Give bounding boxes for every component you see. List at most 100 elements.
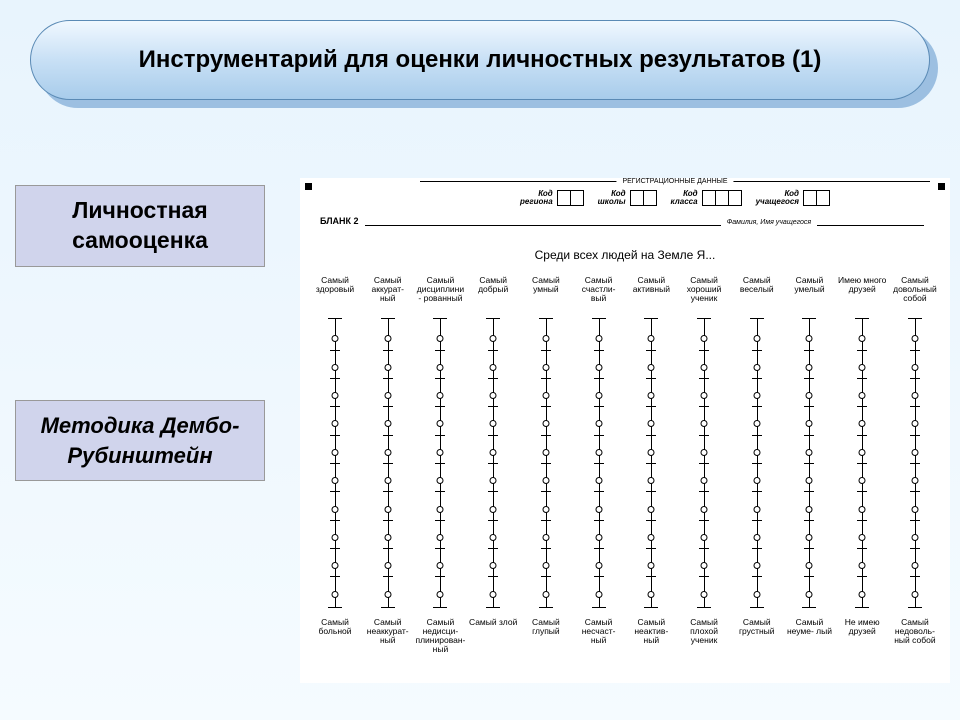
scale-rung[interactable]: [437, 449, 444, 456]
scale-rung[interactable]: [859, 534, 866, 541]
scale-rung[interactable]: [542, 477, 549, 484]
scale-rung[interactable]: [384, 477, 391, 484]
scale-rung[interactable]: [701, 364, 708, 371]
scale-rung[interactable]: [648, 506, 655, 513]
scale-rung[interactable]: [384, 364, 391, 371]
scale-rung[interactable]: [437, 534, 444, 541]
reg-field-boxes[interactable]: [630, 190, 657, 206]
scale-ladder[interactable]: [837, 318, 887, 608]
scale-rung[interactable]: [753, 477, 760, 484]
scale-rung[interactable]: [753, 562, 760, 569]
scale-rung[interactable]: [911, 392, 918, 399]
scale-rung[interactable]: [490, 449, 497, 456]
scale-ladder[interactable]: [732, 318, 782, 608]
scale-rung[interactable]: [332, 534, 339, 541]
scale-rung[interactable]: [437, 562, 444, 569]
scale-rung[interactable]: [701, 562, 708, 569]
scale-rung[interactable]: [648, 364, 655, 371]
scale-ladder[interactable]: [626, 318, 676, 608]
scale-rung[interactable]: [542, 562, 549, 569]
scale-rung[interactable]: [648, 449, 655, 456]
scale-rung[interactable]: [701, 335, 708, 342]
scale-rung[interactable]: [859, 449, 866, 456]
scale-rung[interactable]: [806, 449, 813, 456]
scale-rung[interactable]: [701, 477, 708, 484]
scale-rung[interactable]: [753, 534, 760, 541]
scale-rung[interactable]: [542, 506, 549, 513]
scale-rung[interactable]: [595, 591, 602, 598]
scale-rung[interactable]: [911, 534, 918, 541]
scale-rung[interactable]: [859, 364, 866, 371]
scale-rung[interactable]: [437, 591, 444, 598]
scale-ladder[interactable]: [574, 318, 624, 608]
scale-rung[interactable]: [753, 364, 760, 371]
scale-rung[interactable]: [542, 364, 549, 371]
scale-rung[interactable]: [332, 420, 339, 427]
scale-rung[interactable]: [595, 420, 602, 427]
scale-rung[interactable]: [701, 449, 708, 456]
scale-rung[interactable]: [859, 335, 866, 342]
scale-rung[interactable]: [806, 364, 813, 371]
scale-rung[interactable]: [595, 534, 602, 541]
scale-rung[interactable]: [648, 562, 655, 569]
scale-rung[interactable]: [384, 449, 391, 456]
scale-rung[interactable]: [437, 420, 444, 427]
scale-rung[interactable]: [490, 420, 497, 427]
scale-rung[interactable]: [806, 335, 813, 342]
scale-rung[interactable]: [490, 335, 497, 342]
scale-rung[interactable]: [753, 420, 760, 427]
scale-rung[interactable]: [701, 534, 708, 541]
scale-rung[interactable]: [437, 364, 444, 371]
scale-rung[interactable]: [859, 506, 866, 513]
scale-rung[interactable]: [911, 335, 918, 342]
scale-rung[interactable]: [490, 364, 497, 371]
scale-rung[interactable]: [701, 506, 708, 513]
scale-rung[interactable]: [753, 335, 760, 342]
scale-rung[interactable]: [542, 392, 549, 399]
scale-rung[interactable]: [437, 477, 444, 484]
scale-rung[interactable]: [332, 364, 339, 371]
scale-rung[interactable]: [648, 335, 655, 342]
scale-rung[interactable]: [859, 392, 866, 399]
scale-ladder[interactable]: [310, 318, 360, 608]
scale-rung[interactable]: [595, 477, 602, 484]
scale-rung[interactable]: [490, 591, 497, 598]
scale-rung[interactable]: [753, 506, 760, 513]
scale-rung[interactable]: [332, 449, 339, 456]
scale-rung[interactable]: [701, 420, 708, 427]
scale-ladder[interactable]: [363, 318, 413, 608]
scale-rung[interactable]: [595, 335, 602, 342]
scale-ladder[interactable]: [679, 318, 729, 608]
scale-rung[interactable]: [701, 392, 708, 399]
scale-rung[interactable]: [490, 562, 497, 569]
scale-rung[interactable]: [332, 506, 339, 513]
scale-rung[interactable]: [490, 477, 497, 484]
scale-rung[interactable]: [701, 591, 708, 598]
scale-rung[interactable]: [332, 335, 339, 342]
scale-rung[interactable]: [542, 591, 549, 598]
scale-rung[interactable]: [595, 392, 602, 399]
scale-rung[interactable]: [595, 364, 602, 371]
scale-rung[interactable]: [648, 534, 655, 541]
scale-rung[interactable]: [806, 562, 813, 569]
reg-field-boxes[interactable]: [702, 190, 742, 206]
scale-rung[interactable]: [806, 591, 813, 598]
scale-rung[interactable]: [595, 506, 602, 513]
scale-rung[interactable]: [859, 562, 866, 569]
scale-rung[interactable]: [384, 420, 391, 427]
scale-rung[interactable]: [859, 477, 866, 484]
scale-rung[interactable]: [911, 364, 918, 371]
scale-rung[interactable]: [437, 506, 444, 513]
scale-rung[interactable]: [384, 392, 391, 399]
scale-rung[interactable]: [490, 392, 497, 399]
scale-rung[interactable]: [859, 420, 866, 427]
scale-rung[interactable]: [384, 506, 391, 513]
scale-rung[interactable]: [542, 420, 549, 427]
scale-rung[interactable]: [648, 477, 655, 484]
scale-rung[interactable]: [332, 477, 339, 484]
scale-rung[interactable]: [911, 591, 918, 598]
scale-rung[interactable]: [806, 477, 813, 484]
scale-ladder[interactable]: [521, 318, 571, 608]
scale-rung[interactable]: [859, 591, 866, 598]
scale-rung[interactable]: [806, 506, 813, 513]
